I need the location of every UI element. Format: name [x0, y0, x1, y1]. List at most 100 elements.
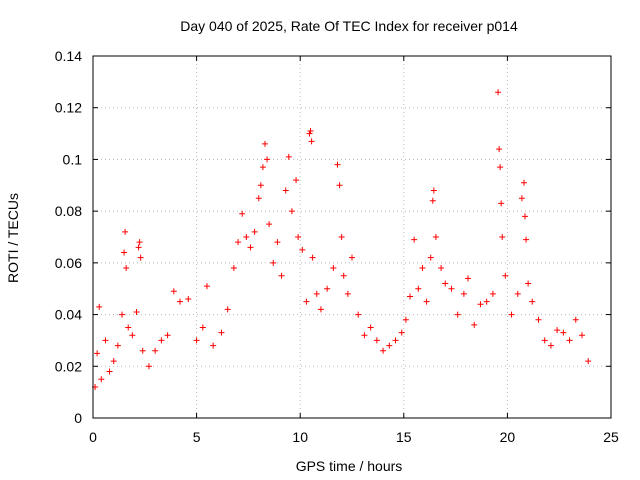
data-point — [177, 298, 184, 305]
data-point — [152, 347, 159, 354]
data-point — [465, 275, 472, 282]
data-point — [295, 234, 302, 240]
data-point — [496, 146, 503, 153]
data-point — [518, 195, 525, 202]
data-point — [514, 290, 521, 297]
data-point — [578, 332, 585, 339]
x-tick-label: 10 — [292, 429, 308, 445]
data-point — [119, 311, 126, 318]
grid-layer — [93, 56, 611, 418]
data-point — [508, 311, 515, 318]
data-point — [541, 337, 548, 344]
data-point — [239, 210, 246, 217]
data-point — [303, 298, 310, 305]
data-point — [380, 347, 387, 354]
y-axis-title: ROTI / TECUs — [5, 193, 21, 283]
data-point — [261, 140, 268, 147]
data-point — [270, 259, 277, 266]
data-point — [497, 164, 504, 171]
y-tick-label: 0.12 — [55, 100, 82, 116]
data-point — [288, 208, 295, 215]
data-point — [255, 195, 262, 202]
data-point — [308, 138, 315, 145]
data-point — [489, 290, 496, 297]
data-point — [344, 290, 351, 297]
data-point — [224, 306, 231, 313]
y-tick-label: 0.08 — [55, 203, 82, 219]
data-point — [278, 272, 285, 279]
data-point — [477, 301, 484, 308]
data-point — [361, 332, 368, 339]
data-point — [324, 285, 331, 292]
data-point — [419, 265, 426, 272]
data-point — [306, 130, 313, 137]
chart-title: Day 040 of 2025, Rate Of TEC Index for r… — [180, 18, 518, 34]
data-point — [415, 285, 422, 292]
data-point — [392, 337, 399, 344]
data-point — [129, 332, 136, 339]
data-point — [471, 321, 478, 328]
y-tick-label: 0.02 — [55, 358, 82, 374]
data-point — [122, 228, 129, 235]
data-point — [235, 239, 242, 246]
data-point — [137, 254, 144, 261]
data-point — [203, 283, 210, 290]
data-point — [460, 290, 467, 297]
data-point — [523, 236, 530, 243]
data-point — [114, 342, 121, 349]
data-point — [572, 316, 579, 323]
data-point — [110, 358, 117, 365]
data-point — [259, 164, 266, 171]
data-point — [525, 280, 532, 287]
data-point — [502, 272, 509, 279]
x-tick-label: 20 — [500, 429, 516, 445]
x-axis-title: GPS time / hours — [296, 458, 403, 474]
data-point — [199, 324, 206, 331]
data-point — [438, 265, 445, 272]
data-point — [139, 347, 146, 354]
data-point — [398, 329, 405, 336]
data-point — [145, 363, 152, 370]
data-point — [164, 332, 171, 339]
data-point — [274, 239, 281, 246]
data-point — [247, 244, 254, 251]
data-point — [264, 156, 271, 163]
data-point — [522, 213, 529, 220]
y-tick-label: 0.04 — [55, 307, 82, 323]
data-point — [133, 308, 140, 315]
data-point — [98, 376, 105, 383]
data-point — [158, 337, 165, 344]
data-point — [529, 298, 536, 305]
data-point — [386, 342, 393, 349]
data-point — [135, 244, 142, 251]
x-tick-label: 5 — [193, 429, 201, 445]
data-point — [448, 285, 455, 292]
data-point — [125, 324, 132, 331]
data-point — [355, 311, 362, 318]
data-point — [407, 293, 414, 300]
data-point — [94, 350, 101, 357]
data-point — [257, 182, 264, 189]
data-point — [307, 127, 314, 134]
data-point — [309, 254, 316, 261]
data-point — [121, 249, 128, 256]
data-point — [495, 89, 502, 96]
data-point — [96, 303, 103, 310]
data-point — [218, 329, 225, 336]
y-tick-label: 0 — [74, 410, 82, 426]
data-point — [136, 239, 143, 246]
data-point — [585, 358, 592, 365]
data-point — [330, 265, 337, 272]
data-point — [243, 234, 250, 240]
tick-layer: 0 5 10 15 20 25 0 0.02 0.04 0.06 0.08 0.1 0.12 0.14 — [55, 48, 619, 445]
data-point — [336, 182, 343, 189]
y-tick-label: 0.14 — [55, 48, 82, 64]
data-point — [102, 337, 109, 344]
data-point — [340, 272, 347, 279]
data-point — [317, 306, 324, 313]
data-point — [334, 161, 341, 168]
data-point — [185, 296, 192, 303]
data-point — [430, 187, 437, 194]
